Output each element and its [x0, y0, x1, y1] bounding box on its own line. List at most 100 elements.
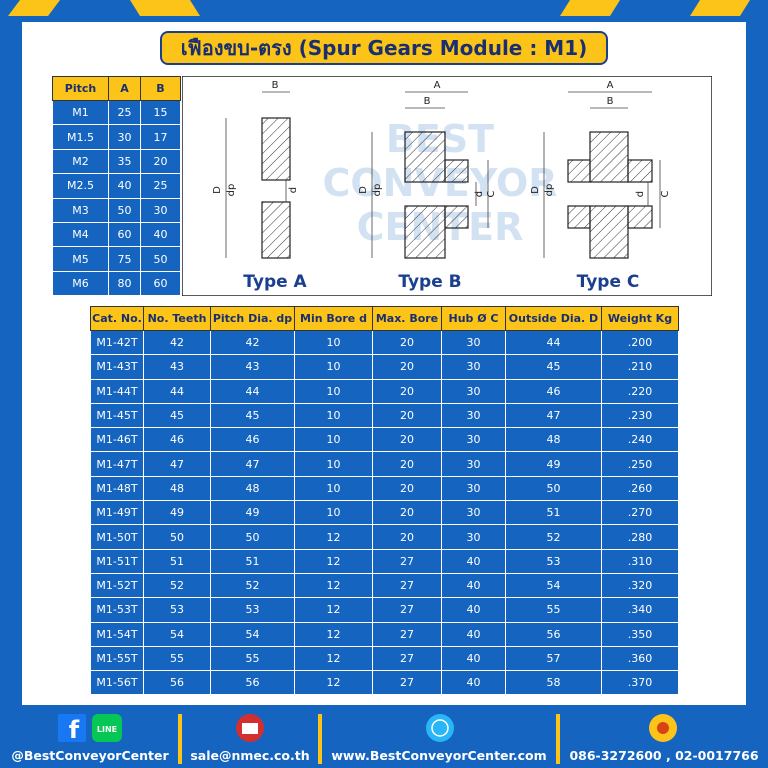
row: M1-50T 50 50 12 20 30 52.280: [90, 524, 679, 550]
cell: M3: [52, 197, 109, 223]
cell: 55: [143, 645, 211, 672]
cell: 20: [372, 451, 442, 477]
cell: 40: [441, 670, 506, 696]
cell: 56: [505, 621, 602, 647]
dimension-label: B: [272, 80, 279, 91]
line-icon: LINE: [97, 725, 117, 734]
type-label: Type A: [243, 272, 307, 292]
cell: M1-55T: [90, 645, 144, 672]
cell: 20: [372, 427, 442, 453]
cell: 45: [505, 354, 602, 380]
cell: 48: [210, 475, 295, 502]
cell: M1-45T: [90, 402, 144, 429]
header-cell: Weight Kg: [601, 306, 679, 331]
cell: 30: [441, 329, 506, 356]
cell: 40: [108, 173, 141, 199]
cell: M5: [52, 246, 109, 272]
cell: 60: [108, 221, 141, 248]
cell: .360: [601, 645, 679, 672]
cell: 40: [441, 597, 506, 623]
cell: 50: [108, 197, 141, 223]
cell: 75: [108, 246, 141, 272]
row: M1-51T 51 51 12 27 40 53.310: [90, 548, 679, 574]
cell: 10: [294, 475, 373, 502]
cell: 55: [505, 597, 602, 623]
cell: 27: [372, 621, 442, 647]
cell: 52: [143, 572, 211, 599]
cell: M1-52T: [90, 572, 144, 599]
cell: 10: [294, 427, 373, 453]
row: M1-46T 46 46 10 20 30 48.240: [90, 427, 679, 453]
dimension-label: A: [607, 80, 614, 91]
cell: M1-42T: [90, 329, 144, 356]
dimension-label: dp: [226, 184, 237, 197]
cell: .200: [601, 329, 679, 356]
cell: 57: [505, 645, 602, 672]
cell: 51: [210, 548, 295, 574]
cell: 30: [140, 197, 181, 223]
cell: 20: [372, 524, 442, 550]
type-label: Type B: [398, 272, 461, 292]
dimension-label: A: [434, 80, 441, 91]
cell: 12: [294, 524, 373, 550]
header-cell: Pitch Dia. dp: [210, 306, 295, 331]
header-cell: Outside Dia. D: [505, 306, 602, 331]
cell: 10: [294, 329, 373, 356]
dimension-label: D: [530, 186, 541, 194]
cell: M1-46T: [90, 427, 144, 453]
cell: M1-49T: [90, 500, 144, 526]
dimension-label: C: [486, 190, 497, 197]
cell: 27: [372, 572, 442, 599]
cell: M1: [52, 99, 109, 126]
cell: 60: [140, 270, 181, 297]
cell: 46: [143, 427, 211, 453]
cell: .280: [601, 524, 679, 550]
cell: 10: [294, 378, 373, 404]
cell: M1-53T: [90, 597, 144, 623]
cell: 49: [505, 451, 602, 477]
cell: 20: [372, 329, 442, 356]
cell: 12: [294, 597, 373, 623]
cell: 42: [143, 329, 211, 356]
header-cell: A: [108, 76, 141, 101]
cell: 27: [372, 645, 442, 672]
cell: 30: [441, 475, 506, 502]
cell: .250: [601, 451, 679, 477]
cell: M2.5: [52, 173, 109, 199]
cell: .320: [601, 572, 679, 599]
dimension-label: B: [607, 96, 614, 107]
row: M1-54T 54 54 12 27 40 56.350: [90, 621, 679, 647]
cell: 12: [294, 572, 373, 599]
dimension-label: dp: [544, 184, 555, 197]
cell: 12: [294, 670, 373, 696]
dimension-label: d: [474, 191, 485, 197]
cell: 25: [140, 173, 181, 199]
cell: 40: [441, 645, 506, 672]
facebook-handle: @BestConveyorCenter: [11, 748, 169, 763]
cell: M1-56T: [90, 670, 144, 696]
row: M1-47T 47 47 10 20 30 49.250: [90, 451, 679, 477]
cell: 50: [210, 524, 295, 550]
cell: M2: [52, 148, 109, 175]
dimension-label: B: [424, 96, 431, 107]
cell: 25: [108, 99, 141, 126]
cell: 20: [372, 354, 442, 380]
cell: 49: [143, 500, 211, 526]
row: M1-45T 45 45 10 20 30 47.230: [90, 402, 679, 429]
cell: 30: [441, 378, 506, 404]
website: www.BestConveyorCenter.com: [331, 748, 547, 763]
cell: M1-48T: [90, 475, 144, 502]
cell: 42: [210, 329, 295, 356]
cell: 30: [108, 124, 141, 150]
cell: 50: [505, 475, 602, 502]
dimension-label: d: [635, 191, 646, 197]
cell: 10: [294, 402, 373, 429]
cell: 48: [505, 427, 602, 453]
row: M1-44T 44 44 10 20 30 46.220: [90, 378, 679, 404]
row: M1-49T 49 49 10 20 30 51.270: [90, 500, 679, 526]
footer: f LINE: [58, 714, 677, 764]
cell: M1-44T: [90, 378, 144, 404]
cell: M1-43T: [90, 354, 144, 380]
cell: 44: [505, 329, 602, 356]
cell: 43: [210, 354, 295, 380]
